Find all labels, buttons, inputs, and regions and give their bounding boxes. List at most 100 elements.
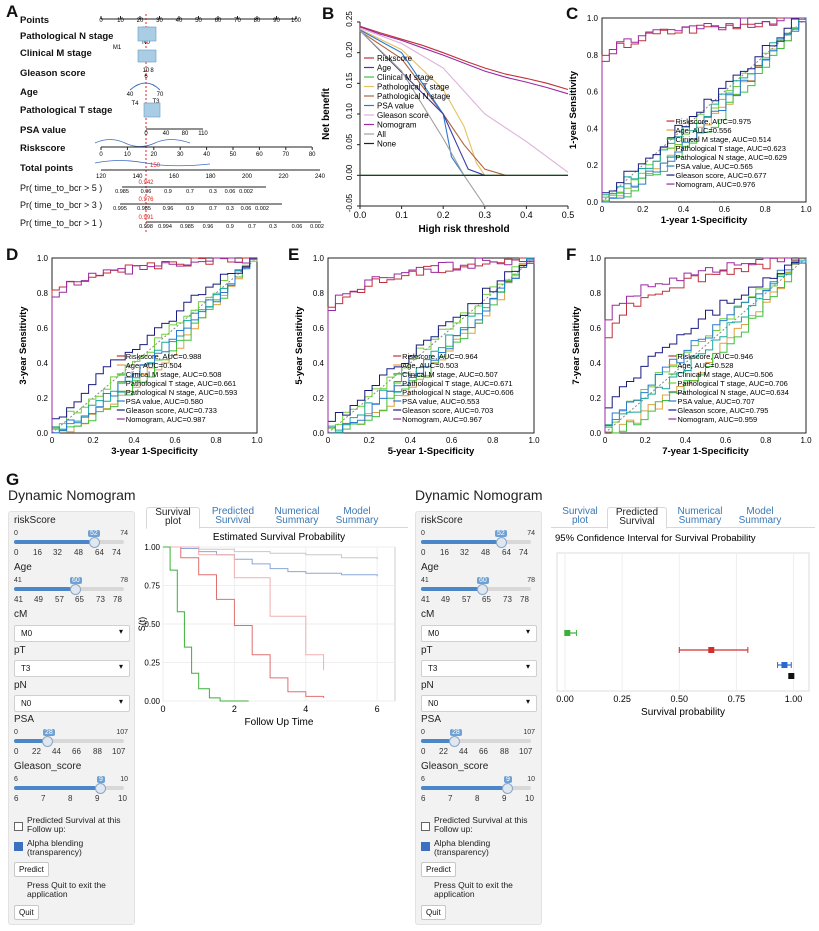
slider-min: 0	[14, 530, 18, 537]
chevron-down-icon: ▾	[525, 662, 530, 671]
predicted-survival-checkbox[interactable]	[14, 822, 23, 831]
tab-model-summary[interactable]: Model Summary	[335, 506, 379, 526]
x-axis-title: 5-year 1-Specificity	[388, 446, 475, 457]
predict-button[interactable]: Predict	[14, 862, 49, 877]
chevron-down-icon: ▾	[525, 697, 530, 706]
points-tick-label: 90	[273, 18, 280, 24]
tab-survival-plot[interactable]: Survival plot	[146, 507, 200, 529]
tick: 10	[525, 794, 534, 803]
age-slider[interactable]: 41 78 60 41 49 57 65 73 78	[14, 577, 128, 607]
x-tick-label: 1.0	[528, 436, 540, 445]
tab-predicted-survival[interactable]: Predicted Survival	[211, 506, 255, 526]
probability-tick-label: 0.9	[186, 206, 194, 212]
cm-select[interactable]: M0 ▾	[14, 625, 130, 642]
pt-select[interactable]: T3 ▾	[14, 660, 130, 677]
x-tick-label: 0.8	[760, 436, 772, 445]
legend-label: Age, AUC=0.503	[402, 361, 458, 370]
slider-min: 6	[421, 776, 425, 783]
legend-label: Clinical M stage, AUC=0.514	[675, 135, 771, 144]
legend-label: Pathological T stage, AUC=0.661	[126, 379, 236, 388]
nomogram-row-label: Gleason score	[20, 68, 85, 79]
tab-model-summary[interactable]: Model Summary	[738, 506, 782, 526]
slider-handle[interactable]	[502, 783, 513, 794]
pn-select[interactable]: N0 ▾	[421, 695, 537, 712]
pt-label: pT	[421, 645, 433, 656]
tick: 0	[421, 548, 426, 557]
psa-label: PSA	[14, 714, 35, 725]
panel-label-g: G	[6, 470, 20, 489]
gleason-label: Gleason_score	[421, 761, 489, 772]
predicted-survival-label: Predicted Survival at this Follow up:	[434, 815, 528, 834]
chevron-down-icon: ▾	[118, 627, 123, 636]
psa-label: PSA	[421, 714, 442, 725]
nomogram-row-label: Total points	[20, 163, 73, 174]
legend-label: Gleason score, AUC=0.795	[677, 406, 768, 415]
y-tick-label: 0.4	[587, 124, 599, 133]
tab-numerical-summary[interactable]: Numerical Summary	[274, 506, 320, 526]
slider-handle[interactable]	[477, 584, 488, 595]
roc-curve-7	[601, 17, 806, 202]
ci-point	[781, 662, 788, 668]
y-axis-title: 3-year Sensitivity	[18, 306, 29, 385]
quit-button[interactable]: Quit	[421, 905, 446, 920]
riskscore-slider[interactable]: 0 74 52 0 16 32 48 64 74	[14, 530, 128, 560]
tick: 107	[112, 747, 126, 756]
total-points-tick-label: 160	[169, 174, 180, 180]
x-axis-title: 7-year 1-Specificity	[662, 446, 749, 457]
alpha-blending-checkbox[interactable]	[14, 842, 23, 851]
slider-handle[interactable]	[449, 736, 460, 747]
total-points-tick-label: 220	[278, 174, 289, 180]
tab-bar: Survival plot Predicted Survival Numeric…	[146, 506, 408, 529]
x-axis-title: 3-year 1-Specificity	[111, 446, 198, 457]
tab-survival-plot[interactable]: Survival plot	[562, 506, 598, 526]
psa-tick-label: 0	[144, 131, 148, 137]
slider-handle[interactable]	[496, 537, 507, 548]
probability-tick-label: 0.002	[310, 224, 324, 230]
quit-button[interactable]: Quit	[14, 905, 39, 920]
probability-tick-label: 0.3	[209, 189, 217, 195]
category-label: N0	[142, 40, 150, 46]
slider-handle[interactable]	[42, 736, 53, 747]
cm-label: cM	[421, 609, 435, 620]
riskscore-slider[interactable]: 0 74 52 0 16 32 48 64 74	[421, 530, 535, 560]
alpha-blending-checkbox[interactable]	[421, 842, 430, 851]
points-tick-label: 60	[215, 18, 222, 24]
legend-label: Clinical M stage	[377, 73, 434, 82]
legend-label: PSA value, AUC=0.565	[675, 162, 752, 171]
pt-select[interactable]: T3 ▾	[421, 660, 537, 677]
psa-slider[interactable]: 0 107 28 0 22 44 66 88 107	[14, 729, 128, 759]
slider-handle[interactable]	[70, 584, 81, 595]
tab-predicted-survival[interactable]: Predicted Survival	[607, 507, 667, 529]
x-tick-label: 4	[303, 704, 308, 714]
cm-select[interactable]: M0 ▾	[421, 625, 537, 642]
slider-handle[interactable]	[89, 537, 100, 548]
legend-label: Nomogram	[377, 121, 417, 130]
predicted-survival-checkbox[interactable]	[421, 822, 430, 831]
y-tick-label: 0.50	[144, 620, 160, 629]
y-axis-title: Net benefit	[321, 87, 332, 139]
tick: 9	[502, 794, 507, 803]
tab-numerical-summary[interactable]: Numerical Summary	[677, 506, 723, 526]
probability-tick-label: 0.7	[248, 224, 256, 230]
probability-tick-label: 0.9	[226, 224, 234, 230]
legend-label: Nomogram, AUC=0.959	[677, 415, 757, 424]
legend-label: Nomogram, AUC=0.987	[126, 415, 206, 424]
predict-button[interactable]: Predict	[421, 862, 456, 877]
slider-min: 0	[421, 729, 425, 736]
tab-bar: Survival plot Predicted Survival Numeric…	[551, 506, 815, 529]
slider-min: 41	[421, 577, 429, 584]
psa-slider[interactable]: 0 107 28 0 22 44 66 88 107	[421, 729, 535, 759]
nomogram-row-label: Pathological T stage	[20, 105, 112, 116]
gleason-slider[interactable]: 6 10 9 6 7 8 9 10	[14, 776, 128, 806]
x-tick-label: 0	[50, 436, 55, 445]
survival-plot: Estimated Survival Probability 0.00 0.25 0.…	[137, 532, 396, 728]
age-slider[interactable]: 41 78 60 41 49 57 65 73 78	[421, 577, 535, 607]
total-points-tick-label: 240	[315, 174, 326, 180]
slider-handle[interactable]	[95, 783, 106, 794]
pn-select[interactable]: N0 ▾	[14, 695, 130, 712]
tick: 49	[34, 595, 43, 604]
probability-tick-label: 0.96	[203, 224, 214, 230]
y-tick-label: 0.2	[37, 394, 49, 403]
gleason-slider[interactable]: 6 10 9 6 7 8 9 10	[421, 776, 535, 806]
slider-max: 78	[120, 577, 128, 584]
